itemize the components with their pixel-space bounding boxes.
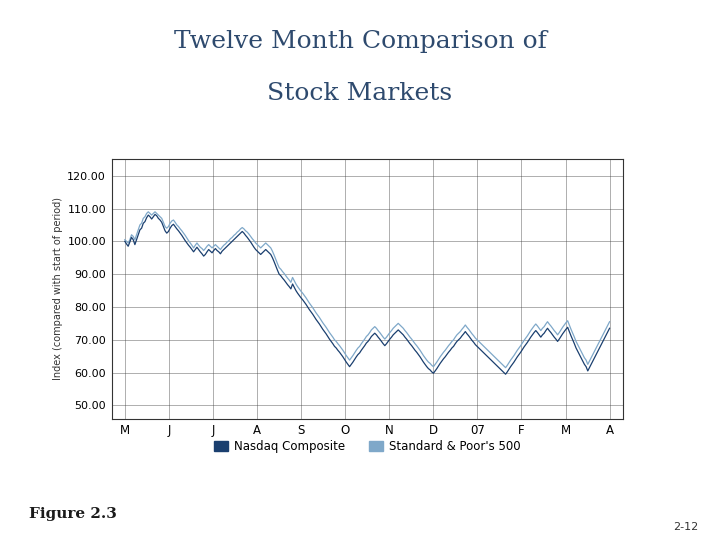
- Legend: Nasdaq Composite, Standard & Poor's 500: Nasdaq Composite, Standard & Poor's 500: [210, 436, 525, 458]
- Text: Stock Markets: Stock Markets: [267, 82, 453, 105]
- Text: Figure 2.3: Figure 2.3: [29, 507, 117, 521]
- Text: 2-12: 2-12: [673, 522, 698, 532]
- Text: Twelve Month Comparison of: Twelve Month Comparison of: [174, 30, 546, 53]
- Y-axis label: Index (compared with start of period): Index (compared with start of period): [53, 198, 63, 380]
